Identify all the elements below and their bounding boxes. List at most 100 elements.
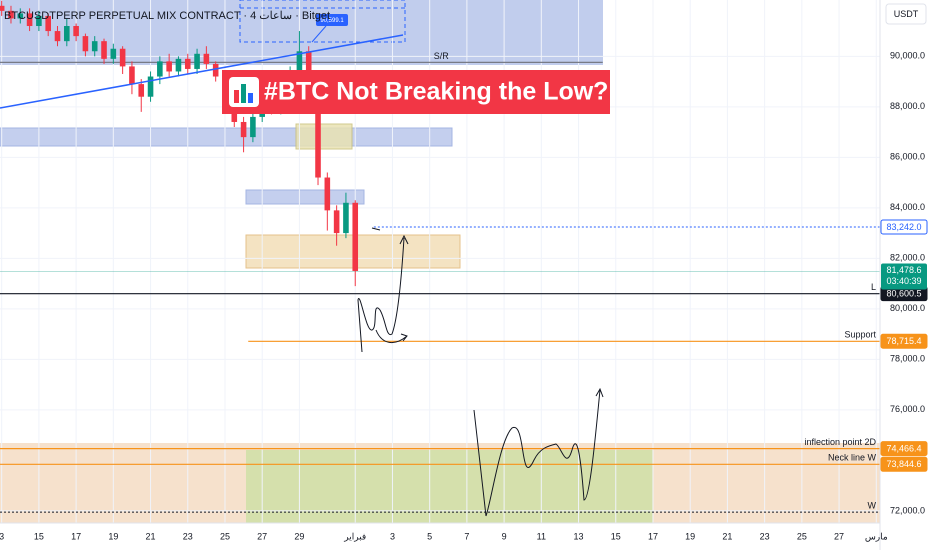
candle-body: [0, 5, 5, 11]
candle-body: [203, 53, 210, 64]
callout-text: 90,599.1: [320, 18, 344, 24]
y-tick-label: 86,000.0: [890, 152, 925, 162]
icon-bar: [234, 90, 239, 103]
candle-body: [64, 26, 70, 42]
x-tick-label: 7: [464, 531, 469, 541]
level-name: L: [871, 282, 876, 292]
candle-body: [17, 13, 24, 19]
x-tick-label: 15: [611, 531, 621, 541]
candle-body: [36, 15, 42, 27]
candle-body: [324, 177, 331, 211]
candle-body: [296, 51, 303, 74]
price-badge-label: 78,715.4: [886, 336, 921, 346]
current-price-label: 81,478.6: [886, 265, 921, 275]
candle-body: [26, 13, 33, 27]
candle-body: [101, 41, 107, 59]
x-tick-label: 21: [146, 531, 156, 541]
level-name: inflection point 2D: [804, 437, 876, 447]
zone: [0, 127, 453, 147]
zone: [295, 123, 353, 150]
x-tick-label: 15: [34, 531, 44, 541]
candle-body: [119, 48, 126, 67]
price-badge: [880, 333, 928, 349]
candle-body: [175, 58, 182, 72]
level-name: Support: [844, 330, 876, 340]
projection-path: [357, 227, 409, 353]
x-tick-label: 25: [797, 531, 807, 541]
price-badge-label: 80,600.5: [886, 289, 921, 299]
chart-title: #BTC Not Breaking the Low?: [264, 78, 608, 106]
axes: 72,000.0 76,000.0 78,000.0 80,000.0 82,000.0…: [0, 51, 928, 542]
price-badge-label: 83,242.0: [886, 222, 921, 232]
candle-body: [45, 15, 51, 32]
x-tick-label: 29: [294, 531, 304, 541]
x-tick-label: فبراير: [343, 531, 366, 542]
price-badge: [880, 456, 928, 472]
projection-path: [473, 387, 604, 517]
x-tick-label: 27: [834, 531, 844, 541]
x-tick-label: 17: [71, 531, 81, 541]
candle-body: [352, 202, 359, 271]
callout: [316, 14, 348, 26]
y-tick-label: 72,000.0: [890, 505, 925, 515]
x-tick-label: 21: [722, 531, 732, 541]
x-tick-label: 23: [183, 531, 193, 541]
measure-box: [239, 0, 406, 43]
level-name: Neck line W: [828, 453, 877, 463]
x-tick-label: 13: [574, 531, 584, 541]
y-tick-label: 88,000.0: [890, 101, 925, 111]
x-tick-label: 27: [257, 531, 267, 541]
symbol: BTCUSDTPERP PERPETUAL MIX CONTRACT · 4 س…: [4, 10, 330, 22]
trend-line: [0, 34, 404, 109]
x-tick-label: 17: [648, 531, 658, 541]
x-tick-label: 9: [502, 531, 507, 541]
candle-body: [82, 36, 89, 52]
candle-body: [8, 10, 14, 19]
currency-button[interactable]: [885, 3, 927, 25]
candle-body: [184, 58, 191, 69]
currency[interactable]: USDT: [894, 9, 919, 19]
callout-pointer: [311, 25, 327, 43]
y-tick-label: 76,000.0: [890, 404, 925, 414]
level-name: S/R: [434, 51, 450, 61]
level-name: W: [868, 501, 877, 511]
y-tick-label: 84,000.0: [890, 202, 925, 212]
x-tick-label: 11: [537, 531, 546, 541]
icon-bar: [248, 93, 253, 103]
candle-body: [194, 53, 200, 69]
x-tick-label: 3: [390, 531, 395, 541]
y-tick-label: 90,000.0: [890, 51, 925, 61]
candle-body: [343, 202, 349, 234]
x-tick-label: مارس: [865, 531, 888, 542]
candle-body: [166, 61, 172, 72]
icon-bar: [241, 84, 246, 103]
candle-body: [110, 48, 117, 59]
candle-body: [54, 31, 61, 42]
price-badge: [880, 219, 928, 235]
candle-body: [91, 41, 98, 52]
x-tick-label: 19: [685, 531, 695, 541]
x-tick-label: 3: [0, 531, 4, 541]
candle-body: [157, 61, 163, 77]
projection-path: [375, 329, 408, 343]
current-price-badge: [881, 263, 927, 290]
candle-body: [250, 116, 256, 138]
price-badge: [880, 441, 928, 457]
title-banner: [222, 70, 610, 114]
candle-body: [138, 84, 145, 97]
candle-body: [240, 121, 247, 138]
y-tick-label: 80,000.0: [890, 303, 925, 313]
candle-body: [73, 26, 79, 37]
x-tick-label: 23: [760, 531, 770, 541]
x-tick-label: 19: [108, 531, 118, 541]
candle-body: [147, 76, 154, 97]
y-tick-label: 82,000.0: [890, 253, 925, 263]
zone: [245, 189, 365, 205]
candle-body: [315, 106, 321, 178]
candle-body: [333, 210, 340, 234]
countdown: 03:40:39: [886, 276, 921, 286]
candle-body: [212, 63, 219, 77]
price-badge-label: 74,466.4: [886, 443, 921, 453]
